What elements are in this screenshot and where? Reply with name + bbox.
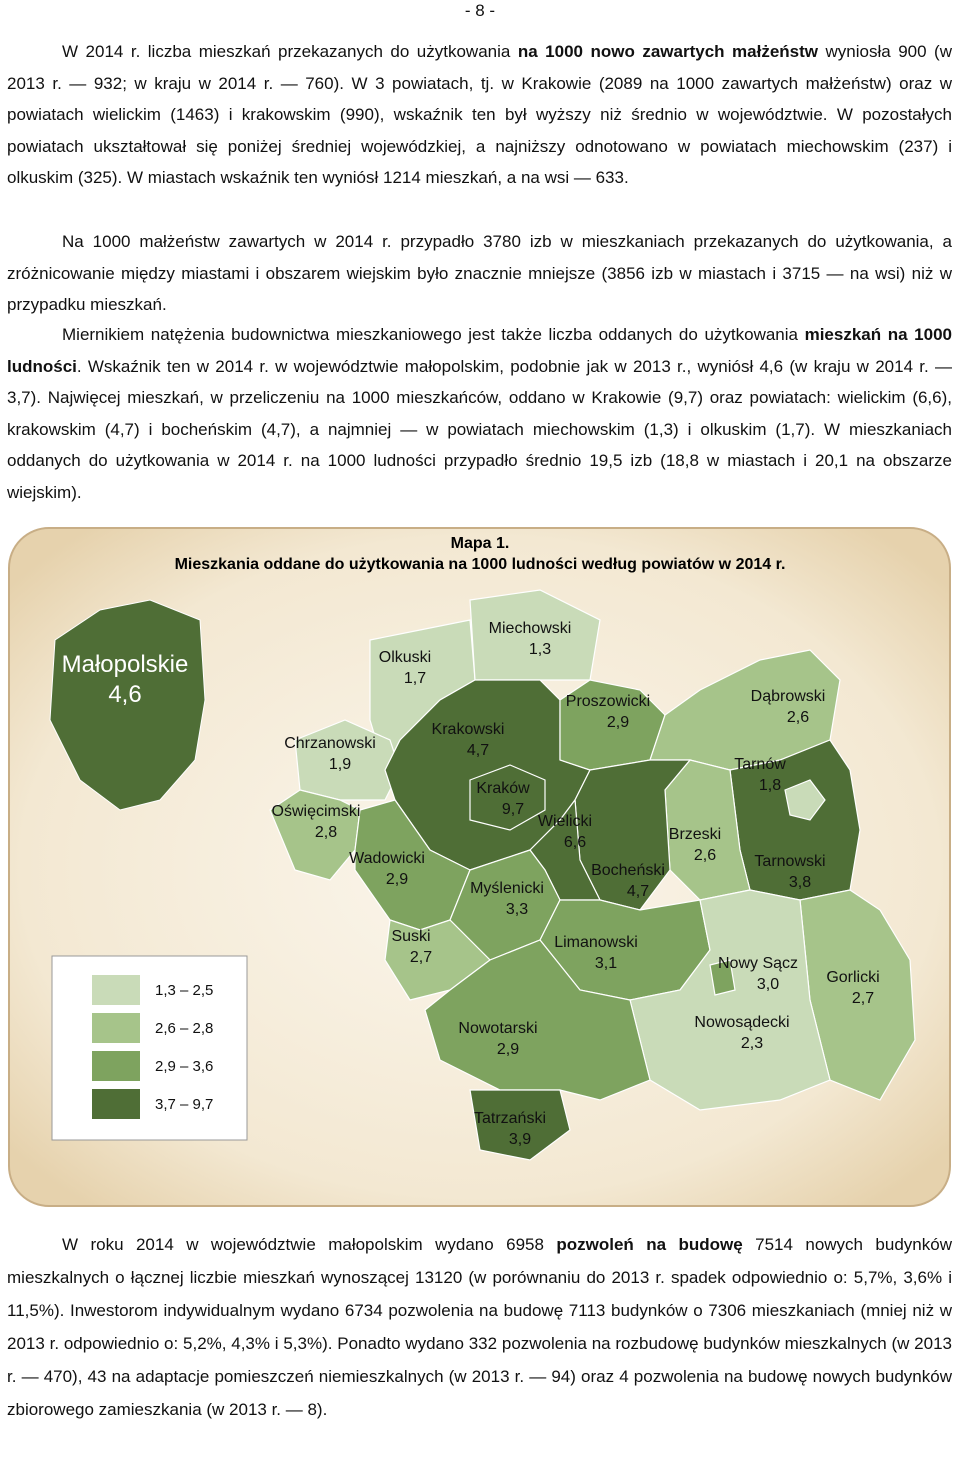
district-value: 2,6 <box>694 847 716 864</box>
district <box>424 939 651 1101</box>
legend-swatch <box>92 1013 140 1043</box>
district-name: Nowosądecki <box>694 1014 789 1031</box>
district-value: 9,7 <box>502 801 524 818</box>
bold-text: pozwoleń na budowę <box>556 1235 743 1254</box>
district-name: Krakowski <box>432 721 505 738</box>
district-name: Dąbrowski <box>751 688 826 705</box>
district-name: Wielicki <box>538 813 592 830</box>
district-value: 3,1 <box>595 955 617 972</box>
district-name: Gorlicki <box>826 969 879 986</box>
voivodeship-silhouette <box>49 599 206 811</box>
text-run: wyniosła 900 (w 2013 r. — 932; w kraju w… <box>7 42 952 188</box>
district-value: 2,6 <box>787 709 809 726</box>
map-title: Mapa 1. <box>451 535 510 552</box>
legend-label: 3,7 – 9,7 <box>155 1096 213 1113</box>
district-name: Tarnowski <box>754 853 825 870</box>
district-name: Nowotarski <box>458 1020 537 1037</box>
bold-text: mieszkań na 1000 ludności <box>7 325 952 376</box>
legend-box <box>51 955 248 1141</box>
district <box>709 959 736 996</box>
paragraph: Miernikiem natężenia budownictwa mieszka… <box>7 319 952 509</box>
district-value: 3,0 <box>757 976 779 993</box>
text-run: Miernikiem natężenia budownictwa mieszka… <box>62 325 805 344</box>
district-value: 2,9 <box>607 714 629 731</box>
district-name: Olkuski <box>379 649 431 666</box>
district-value: 2,7 <box>410 949 432 966</box>
legend-swatch <box>92 1051 140 1081</box>
district-value: 2,8 <box>315 824 337 841</box>
paragraph: W roku 2014 w województwie małopolskim w… <box>7 1228 952 1426</box>
district-name: Oświęcimski <box>272 803 361 820</box>
text-run: W 2014 r. liczba mieszkań przekazanych d… <box>62 42 518 61</box>
legend-swatch <box>92 975 140 1005</box>
text-run: W roku 2014 w województwie małopolskim w… <box>62 1235 557 1254</box>
district-value: 6,6 <box>564 834 586 851</box>
voivodeship-name: Małopolskie <box>62 651 189 678</box>
district-value: 1,7 <box>404 670 426 687</box>
paragraph: W 2014 r. liczba mieszkań przekazanych d… <box>7 36 952 194</box>
district <box>469 1089 571 1161</box>
district-value: 3,8 <box>789 874 811 891</box>
paragraph: Na 1000 małżeństw zawartych w 2014 r. pr… <box>7 226 952 321</box>
district-name: Tarnów <box>734 756 786 773</box>
district-value: 3,3 <box>506 901 528 918</box>
district-value: 2,9 <box>497 1041 519 1058</box>
district-value: 4,7 <box>627 883 649 900</box>
district-value: 2,3 <box>741 1035 763 1052</box>
district-name: Wadowicki <box>349 850 425 867</box>
legend-label: 2,6 – 2,8 <box>155 1020 213 1037</box>
district-name: Kraków <box>476 780 530 797</box>
district-name: Myślenicki <box>470 880 544 897</box>
district-name: Brzeski <box>669 826 721 843</box>
district-name: Limanowski <box>554 934 638 951</box>
district-value: 1,8 <box>759 777 781 794</box>
map-panel: Mapa 1. Mieszkania oddane do użytkowania… <box>8 527 951 1207</box>
district-name: Suski <box>391 928 430 945</box>
district-name: Tatrzański <box>474 1110 546 1127</box>
map-subtitle: Mieszkania oddane do użytkowania na 1000… <box>175 556 786 573</box>
district-value: 1,9 <box>329 756 351 773</box>
voivodeship-value: 4,6 <box>108 681 141 708</box>
district-value: 2,7 <box>852 990 874 1007</box>
district-name: Proszowicki <box>566 693 650 710</box>
text-run: . Wskaźnik ten w 2014 r. w województwie … <box>7 356 952 502</box>
legend-label: 1,3 – 2,5 <box>155 982 213 999</box>
district-value: 3,9 <box>509 1131 531 1148</box>
legend-swatch <box>92 1089 140 1119</box>
district <box>784 779 826 821</box>
text-run: Na 1000 małżeństw zawartych w 2014 r. pr… <box>7 232 952 315</box>
district-name: Chrzanowski <box>284 735 376 752</box>
district-name: Bocheński <box>591 862 665 879</box>
district-name: Miechowski <box>489 620 572 637</box>
bold-text: na 1000 nowo zawartych małżeństw <box>517 42 819 61</box>
district <box>469 764 546 831</box>
page-number: - 8 - <box>464 1 496 20</box>
district-value: 1,3 <box>529 641 551 658</box>
district-value: 2,9 <box>386 871 408 888</box>
district-name: Nowy Sącz <box>718 955 798 972</box>
district-value: 4,7 <box>467 742 489 759</box>
legend-label: 2,9 – 3,6 <box>155 1058 213 1075</box>
text-run: 7514 nowych budynków mieszkalnych o łącz… <box>7 1235 952 1419</box>
